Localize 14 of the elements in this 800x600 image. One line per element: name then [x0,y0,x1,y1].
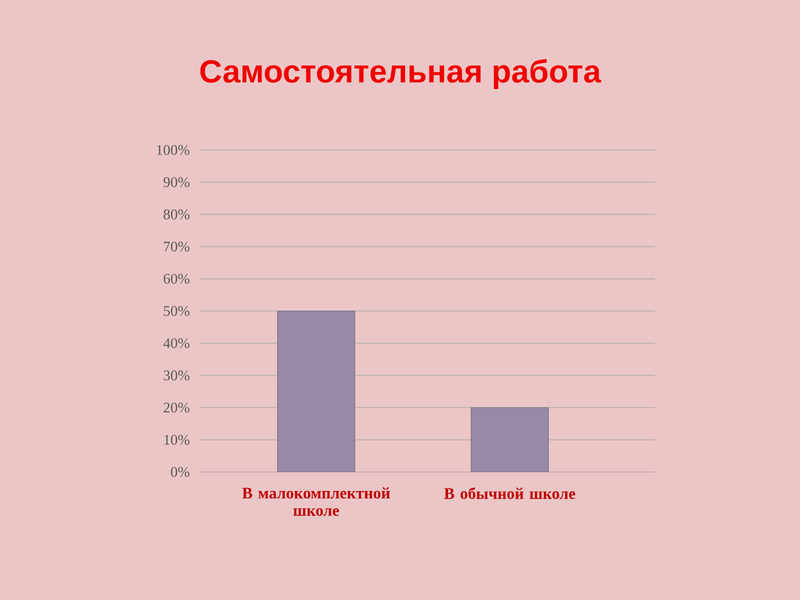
y-tick-label: 90% [164,177,190,188]
y-tick-label: 30% [164,370,190,380]
y-tick-label: 50% [164,306,190,316]
y-tick-label: 80% [164,209,190,220]
y-tick-label: 60% [164,274,190,284]
x-tick-label: В обычной школе [444,487,576,499]
y-tick-label: 20% [164,402,190,413]
y-tick-label: 0% [170,467,190,477]
y-tick-label: 70% [164,242,190,252]
y-tick-label: 40% [163,338,190,348]
x-tick-label: В малокомплектной школе [242,487,390,516]
y-tick-label: 100% [157,145,190,155]
y-tick-label: 10% [164,434,190,445]
chart-title: Самостоятельная работа [200,58,602,90]
